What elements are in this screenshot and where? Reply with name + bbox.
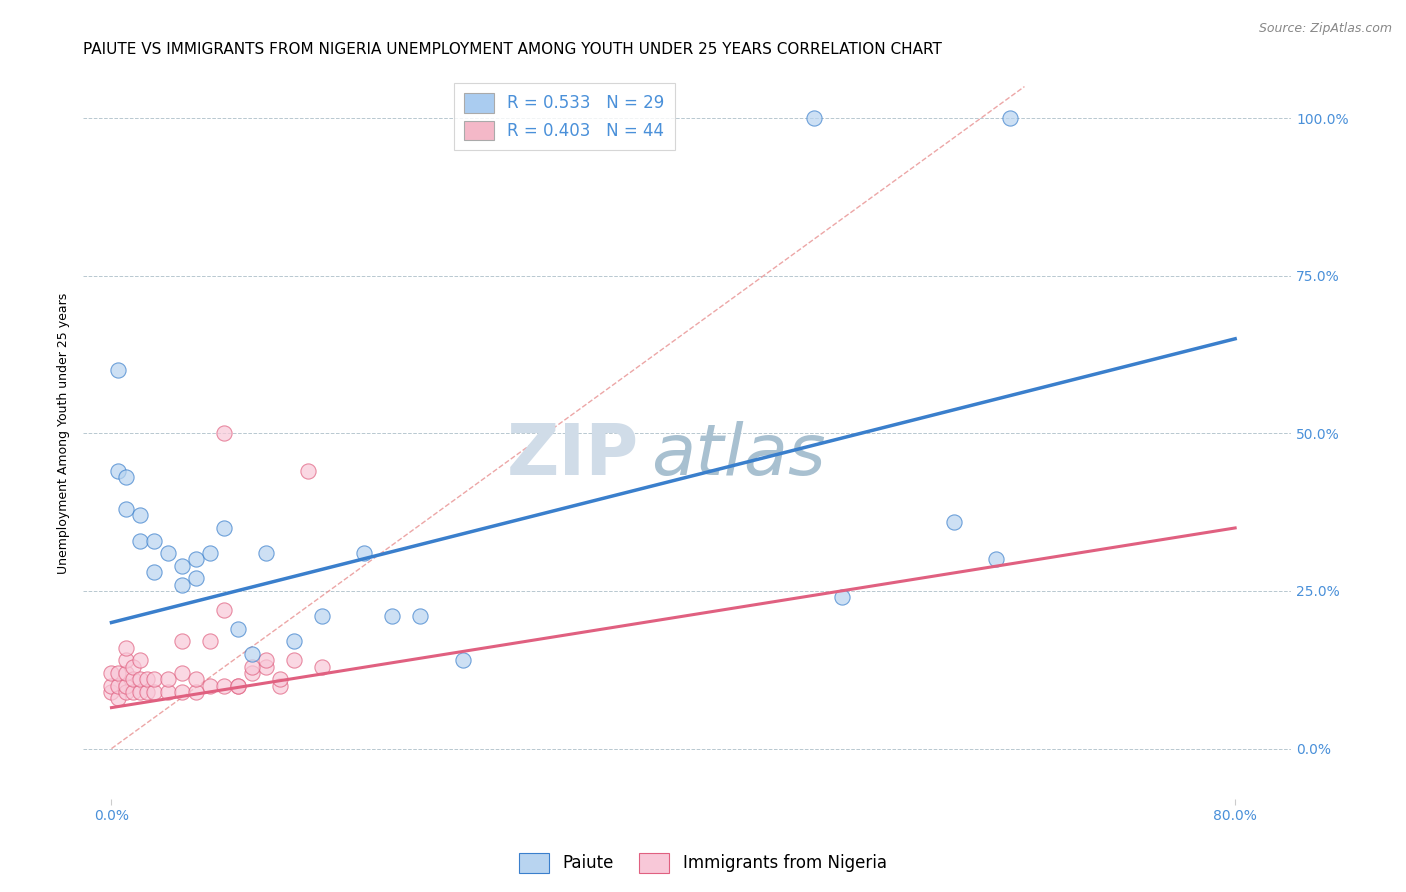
- Point: [381, 609, 404, 624]
- Point: [254, 659, 277, 673]
- Point: [198, 546, 221, 560]
- Point: [283, 634, 305, 648]
- Point: [986, 552, 1008, 566]
- Point: [135, 673, 157, 687]
- Point: [451, 653, 474, 667]
- Point: [121, 685, 143, 699]
- Point: [212, 426, 235, 441]
- Point: [156, 685, 179, 699]
- Point: [1000, 111, 1022, 125]
- Point: [943, 515, 966, 529]
- Point: [128, 673, 150, 687]
- Text: ZIP: ZIP: [506, 421, 640, 490]
- Point: [297, 464, 319, 478]
- Y-axis label: Unemployment Among Youth under 25 years: Unemployment Among Youth under 25 years: [58, 293, 70, 574]
- Point: [198, 679, 221, 693]
- Point: [184, 673, 207, 687]
- Text: Source: ZipAtlas.com: Source: ZipAtlas.com: [1258, 22, 1392, 36]
- Point: [409, 609, 432, 624]
- Point: [100, 679, 122, 693]
- Point: [240, 647, 263, 661]
- Point: [114, 470, 136, 484]
- Point: [170, 685, 193, 699]
- Point: [107, 679, 129, 693]
- Point: [212, 603, 235, 617]
- Point: [170, 634, 193, 648]
- Point: [198, 634, 221, 648]
- Point: [114, 653, 136, 667]
- Point: [311, 659, 333, 673]
- Text: atlas: atlas: [651, 421, 825, 490]
- Point: [107, 665, 129, 680]
- Point: [142, 673, 165, 687]
- Point: [831, 591, 853, 605]
- Point: [107, 691, 129, 706]
- Point: [128, 653, 150, 667]
- Point: [114, 679, 136, 693]
- Point: [142, 565, 165, 579]
- Point: [254, 546, 277, 560]
- Legend: R = 0.533   N = 29, R = 0.403   N = 44: R = 0.533 N = 29, R = 0.403 N = 44: [454, 83, 675, 150]
- Point: [135, 685, 157, 699]
- Point: [121, 673, 143, 687]
- Point: [184, 552, 207, 566]
- Point: [100, 685, 122, 699]
- Point: [212, 679, 235, 693]
- Point: [269, 679, 291, 693]
- Point: [156, 673, 179, 687]
- Point: [170, 665, 193, 680]
- Point: [240, 665, 263, 680]
- Point: [170, 577, 193, 591]
- Point: [114, 685, 136, 699]
- Point: [226, 622, 249, 636]
- Point: [269, 673, 291, 687]
- Point: [184, 571, 207, 585]
- Point: [128, 508, 150, 523]
- Point: [212, 521, 235, 535]
- Point: [114, 502, 136, 516]
- Point: [114, 640, 136, 655]
- Legend: Paiute, Immigrants from Nigeria: Paiute, Immigrants from Nigeria: [513, 847, 893, 880]
- Point: [184, 685, 207, 699]
- Point: [142, 685, 165, 699]
- Point: [803, 111, 825, 125]
- Point: [353, 546, 375, 560]
- Point: [114, 665, 136, 680]
- Point: [128, 533, 150, 548]
- Point: [240, 659, 263, 673]
- Point: [156, 546, 179, 560]
- Point: [226, 679, 249, 693]
- Point: [283, 653, 305, 667]
- Point: [128, 685, 150, 699]
- Point: [107, 464, 129, 478]
- Point: [107, 363, 129, 377]
- Point: [121, 659, 143, 673]
- Point: [100, 665, 122, 680]
- Point: [254, 653, 277, 667]
- Point: [170, 558, 193, 573]
- Point: [311, 609, 333, 624]
- Point: [226, 679, 249, 693]
- Text: PAIUTE VS IMMIGRANTS FROM NIGERIA UNEMPLOYMENT AMONG YOUTH UNDER 25 YEARS CORREL: PAIUTE VS IMMIGRANTS FROM NIGERIA UNEMPL…: [83, 42, 942, 57]
- Point: [142, 533, 165, 548]
